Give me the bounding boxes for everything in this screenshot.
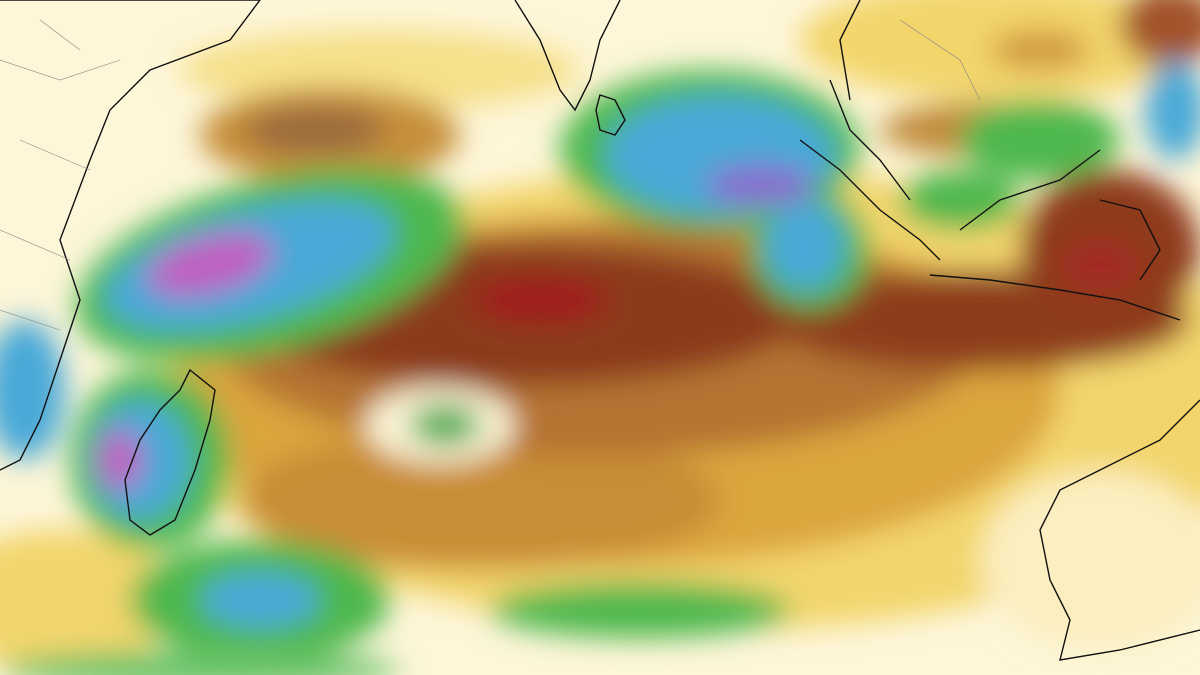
brown-region [245,106,385,154]
pale-region [980,470,1200,650]
tan-region [240,430,720,570]
indonesia-coast [929,149,1181,321]
borders [0,19,981,331]
australia-coast [1039,399,1200,661]
yellow-region [0,530,180,670]
sumatra-coast [799,0,941,261]
india-coast [514,0,621,112]
green-region [409,405,481,445]
green-region [900,170,1020,230]
blue-region [1145,60,1200,160]
magenta-region [146,233,274,297]
red-region [470,276,610,324]
blue-region [200,572,320,628]
yellow-region [180,30,580,110]
red-region [1060,240,1140,290]
green-region [960,100,1120,180]
blue-region [0,320,65,460]
brown-region [1120,0,1200,65]
sri-lanka-coast [595,94,626,136]
magenta-region [98,430,142,490]
madagascar-coast [124,368,216,536]
africa-coast [0,0,261,471]
green-region [490,582,790,638]
blue-region [765,200,845,290]
country-borders [0,19,981,331]
coastlines [0,0,1200,661]
green-region [0,650,400,675]
tan-region [990,30,1090,70]
purple-region [705,165,815,205]
